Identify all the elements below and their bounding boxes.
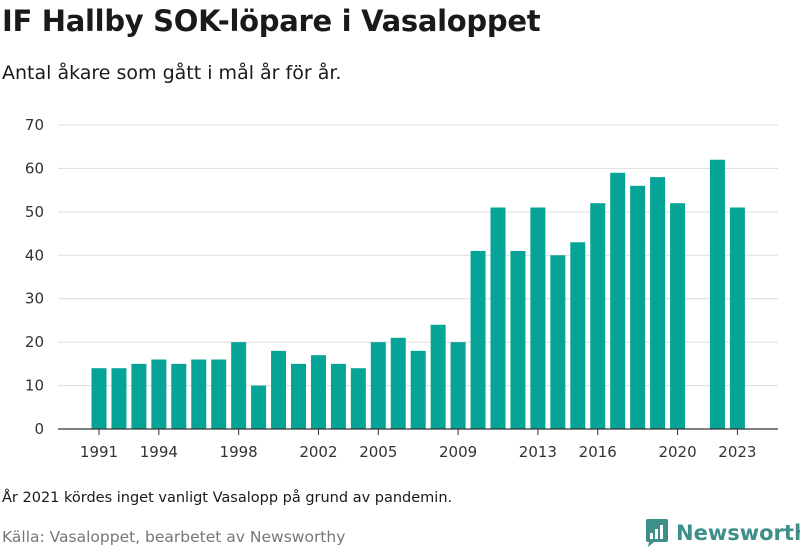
bar-2017 xyxy=(610,172,626,429)
newsworthy-brand-name: Newsworthy xyxy=(676,521,800,545)
x-tick-label: 2005 xyxy=(359,443,397,461)
x-tick-label: 2023 xyxy=(718,443,756,461)
bar-2006 xyxy=(390,337,406,429)
bar-2001 xyxy=(291,363,306,429)
bar-1995 xyxy=(171,363,187,429)
y-tick-label: 30 xyxy=(25,290,44,308)
chart-source: Källa: Vasaloppet, bearbetet av Newswort… xyxy=(2,528,346,546)
bar-2016 xyxy=(590,203,606,429)
x-tick-label: 2013 xyxy=(519,443,557,461)
bar-2013 xyxy=(530,207,546,429)
bar-2002 xyxy=(310,355,326,429)
y-tick-label: 20 xyxy=(25,333,44,351)
y-tick-label: 10 xyxy=(25,377,44,395)
bar-1991 xyxy=(91,368,107,429)
bar-1999 xyxy=(251,385,267,429)
bar-2005 xyxy=(370,342,386,429)
y-tick-label: 0 xyxy=(34,420,44,438)
bar-2000 xyxy=(271,350,287,429)
bar-2011 xyxy=(490,207,506,429)
chart-title: IF Hallby SOK-löpare i Vasaloppet xyxy=(2,4,541,38)
bar-2008 xyxy=(430,324,446,429)
bar-2018 xyxy=(630,185,646,429)
bar-2007 xyxy=(410,350,426,429)
x-tick-label: 1998 xyxy=(220,443,258,461)
x-tick-label: 2002 xyxy=(299,443,337,461)
x-tick-label: 2020 xyxy=(658,443,696,461)
bar-2015 xyxy=(570,242,586,429)
y-tick-label: 60 xyxy=(25,159,44,177)
bar-2020 xyxy=(670,203,686,429)
bar-1996 xyxy=(191,359,207,429)
newsworthy-logo-icon xyxy=(646,519,668,547)
x-tick-label: 2016 xyxy=(579,443,617,461)
x-tick-label: 1994 xyxy=(140,443,178,461)
y-tick-label: 40 xyxy=(25,246,44,264)
bar-2014 xyxy=(550,255,566,429)
bar-2022 xyxy=(709,159,725,429)
bar-2010 xyxy=(470,250,486,429)
bar-2009 xyxy=(450,342,466,429)
x-tick-label: 2009 xyxy=(439,443,477,461)
chart-note: År 2021 kördes inget vanligt Vasalopp på… xyxy=(2,490,453,506)
bar-2023 xyxy=(729,207,745,429)
bar-1998 xyxy=(231,342,247,429)
bar-chart: 0 10 20 30 40 50 60 70 1991 1994 1998 2002 2005 2009 2… xyxy=(25,116,778,461)
bar-2012 xyxy=(510,250,526,429)
x-tick-label: 1991 xyxy=(80,443,118,461)
bar-1992 xyxy=(111,368,127,429)
y-tick-label: 50 xyxy=(25,203,44,221)
bar-2003 xyxy=(330,363,346,429)
bar-1994 xyxy=(151,359,167,429)
bar-2004 xyxy=(350,368,366,429)
bar-2019 xyxy=(650,177,666,429)
bar-1993 xyxy=(131,363,147,429)
bar-1997 xyxy=(211,359,227,429)
newsworthy-brand: Newsworthy xyxy=(644,518,800,548)
chart-subtitle: Antal åkare som gått i mål år för år. xyxy=(2,62,342,84)
y-tick-label: 70 xyxy=(25,116,44,134)
